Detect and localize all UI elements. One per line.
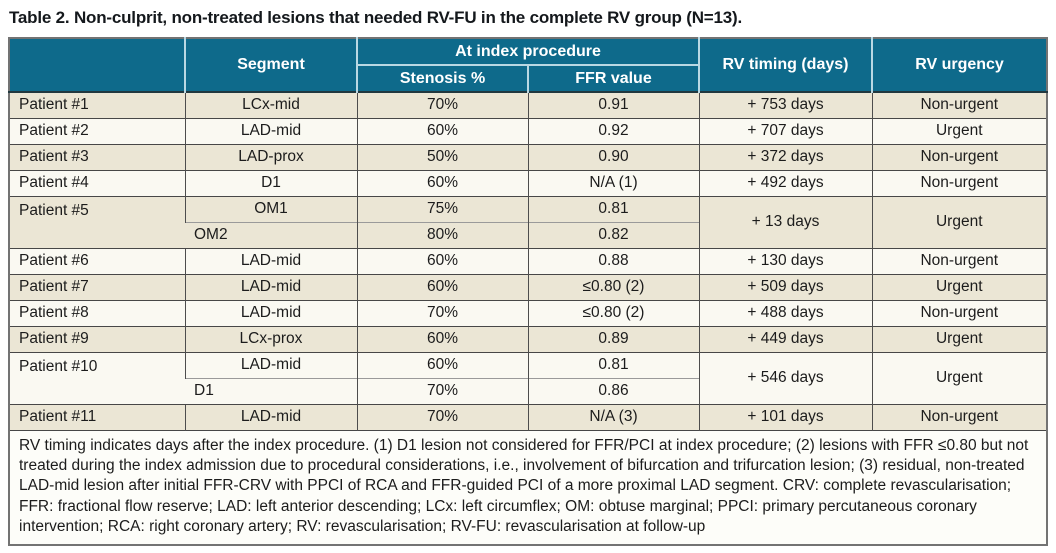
rv-timing-cell: + 101 days — [698, 403, 872, 430]
table-row: Patient #3 LAD-prox 50% 0.90 + 372 days … — [9, 143, 1047, 170]
table-row: Patient #7 LAD-mid 60% ≤0.80 (2) + 509 d… — [9, 273, 1047, 300]
rv-urgency-cell: Non-urgent — [871, 91, 1047, 118]
ffr-cell: 0.91 — [527, 91, 699, 118]
lesions-table: Segment At index procedure RV timing (da… — [8, 37, 1048, 546]
segment-cell: LAD-mid — [184, 351, 357, 378]
table-row: Patient #1 LCx-mid 70% 0.91 + 753 days N… — [9, 91, 1047, 118]
patient-cell: Patient #2 — [9, 117, 185, 144]
segment-cell: OM1 — [184, 195, 357, 222]
table-body: Patient #1 LCx-mid 70% 0.91 + 753 days N… — [9, 91, 1047, 430]
ffr-cell: ≤0.80 (2) — [527, 273, 699, 300]
table-row: Patient #11 LAD-mid 70% N/A (3) + 101 da… — [9, 403, 1047, 430]
header-cell-segment: Segment — [184, 38, 357, 92]
header-cell-ffr: FFR value — [527, 65, 699, 92]
segment-cell: LAD-mid — [184, 403, 357, 430]
rv-timing-cell: + 488 days — [698, 299, 872, 326]
rv-timing-cell: + 546 days — [698, 351, 872, 404]
segment-cell: D1 — [185, 377, 357, 404]
rv-urgency-cell: Urgent — [871, 273, 1047, 300]
ffr-cell: 0.82 — [527, 221, 699, 248]
table-row: D1 70% 0.86 — [9, 377, 1047, 404]
stenosis-cell: 60% — [356, 351, 528, 378]
segment-cell: LAD-mid — [184, 247, 357, 274]
segment-cell: LAD-mid — [184, 273, 357, 300]
table-row: Patient #4 D1 60% N/A (1) + 492 days Non… — [9, 169, 1047, 196]
stenosis-cell: 80% — [356, 221, 528, 248]
header-cell-rv-timing: RV timing (days) — [698, 38, 872, 92]
patient-cell: Patient #4 — [9, 169, 185, 196]
segment-cell: LCx-prox — [184, 325, 357, 352]
stenosis-cell: 70% — [356, 377, 528, 404]
rv-urgency-cell: Non-urgent — [871, 403, 1047, 430]
stenosis-cell: 60% — [356, 247, 528, 274]
patient-cell: Patient #6 — [9, 247, 185, 274]
header-cell-stenosis: Stenosis % — [356, 65, 528, 92]
rv-urgency-cell: Non-urgent — [871, 169, 1047, 196]
segment-cell: LCx-mid — [184, 91, 357, 118]
stenosis-cell: 60% — [356, 117, 528, 144]
stenosis-cell: 75% — [356, 195, 528, 222]
rv-urgency-cell: Urgent — [871, 195, 1047, 248]
segment-cell: LAD-prox — [184, 143, 357, 170]
patient-cell: Patient #11 — [9, 403, 185, 430]
table-row: Patient #5 OM1 75% 0.81 + 13 days Urgent — [9, 195, 1047, 248]
ffr-cell: N/A (1) — [527, 169, 699, 196]
header-cell-rv-urgency: RV urgency — [871, 38, 1047, 92]
table-header: Segment At index procedure RV timing (da… — [9, 38, 1047, 92]
ffr-cell: 0.89 — [527, 325, 699, 352]
rv-urgency-cell: Non-urgent — [871, 299, 1047, 326]
patient-cell: Patient #9 — [9, 325, 185, 352]
stenosis-cell: 70% — [356, 299, 528, 326]
rv-urgency-cell: Non-urgent — [871, 143, 1047, 170]
segment-cell: D1 — [184, 169, 357, 196]
table-row: Patient #2 LAD-mid 60% 0.92 + 707 days U… — [9, 117, 1047, 144]
header-cell-patient — [9, 38, 185, 92]
stenosis-cell: 70% — [356, 403, 528, 430]
table-row: OM2 80% 0.82 — [9, 221, 1047, 248]
stenosis-cell: 60% — [356, 273, 528, 300]
rv-urgency-cell: Urgent — [871, 117, 1047, 144]
rv-timing-cell: + 130 days — [698, 247, 872, 274]
stenosis-cell: 60% — [356, 325, 528, 352]
rv-timing-cell: + 372 days — [698, 143, 872, 170]
rv-urgency-cell: Urgent — [871, 325, 1047, 352]
stenosis-cell: 50% — [356, 143, 528, 170]
table-title: Table 2. Non-culprit, non-treated lesion… — [9, 8, 743, 27]
rv-timing-cell: + 492 days — [698, 169, 872, 196]
rv-urgency-cell: Urgent — [871, 351, 1047, 404]
table-row: Patient #8 LAD-mid 70% ≤0.80 (2) + 488 d… — [9, 299, 1047, 326]
rv-urgency-cell: Non-urgent — [871, 247, 1047, 274]
patient-cell: Patient #5 — [9, 195, 185, 248]
segment-cell: LAD-mid — [184, 299, 357, 326]
table-row: Patient #10 LAD-mid 60% 0.81 + 546 days … — [9, 351, 1047, 404]
ffr-cell: 0.90 — [527, 143, 699, 170]
ffr-cell: 0.81 — [527, 351, 699, 378]
rv-timing-cell: + 13 days — [698, 195, 872, 248]
stenosis-cell: 70% — [356, 91, 528, 118]
table-footnote: RV timing indicates days after the index… — [9, 429, 1047, 545]
rv-timing-cell: + 509 days — [698, 273, 872, 300]
segment-cell: LAD-mid — [184, 117, 357, 144]
header-cell-at-index-procedure: At index procedure — [356, 38, 699, 66]
patient-cell: Patient #1 — [9, 91, 185, 118]
table-row: Patient #6 LAD-mid 60% 0.88 + 130 days N… — [9, 247, 1047, 274]
patient-cell: Patient #7 — [9, 273, 185, 300]
patient-cell: Patient #8 — [9, 299, 185, 326]
segment-cell: OM2 — [185, 221, 357, 248]
rv-timing-cell: + 449 days — [698, 325, 872, 352]
table-footnote-section: RV timing indicates days after the index… — [9, 429, 1047, 545]
ffr-cell: N/A (3) — [527, 403, 699, 430]
ffr-cell: 0.88 — [527, 247, 699, 274]
ffr-cell: 0.86 — [527, 377, 699, 404]
ffr-cell: ≤0.80 (2) — [527, 299, 699, 326]
ffr-cell: 0.92 — [527, 117, 699, 144]
patient-cell: Patient #3 — [9, 143, 185, 170]
rv-timing-cell: + 753 days — [698, 91, 872, 118]
stenosis-cell: 60% — [356, 169, 528, 196]
table-row: Patient #9 LCx-prox 60% 0.89 + 449 days … — [9, 325, 1047, 352]
patient-cell: Patient #10 — [9, 351, 185, 404]
rv-timing-cell: + 707 days — [698, 117, 872, 144]
ffr-cell: 0.81 — [527, 195, 699, 222]
